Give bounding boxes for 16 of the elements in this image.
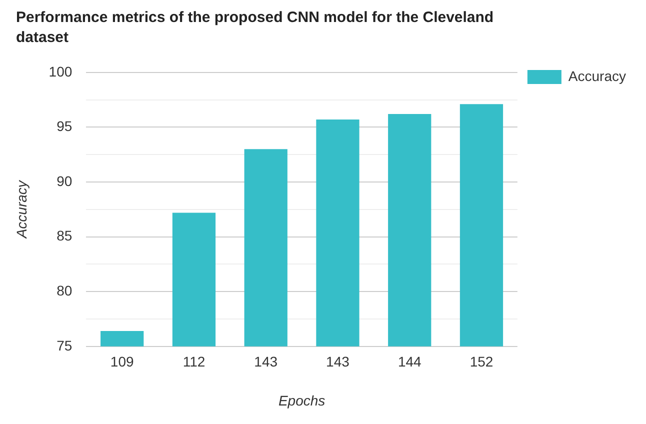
y-tick-label: 75 [56,337,72,354]
y-tick-label: 100 [48,63,72,80]
y-tick-label: 80 [56,282,72,298]
x-tick-label: 144 [398,354,422,370]
x-tick-label: 152 [470,354,494,370]
y-tick-label: 85 [56,228,72,244]
x-tick-label: 109 [110,354,134,370]
x-tick-label: 143 [326,354,350,370]
y-tick-label: 95 [56,118,72,134]
x-tick-label: 112 [182,354,206,370]
legend-label: Accuracy [568,68,626,84]
y-axis-title: Accuracy [13,180,30,240]
x-axis-title: Epochs [278,392,326,408]
y-tick-label: 90 [56,172,72,189]
chart-title: Performance metrics of the proposed CNN model for the Cleveland dataset [16,8,495,48]
x-tick-label: 143 [254,354,278,370]
